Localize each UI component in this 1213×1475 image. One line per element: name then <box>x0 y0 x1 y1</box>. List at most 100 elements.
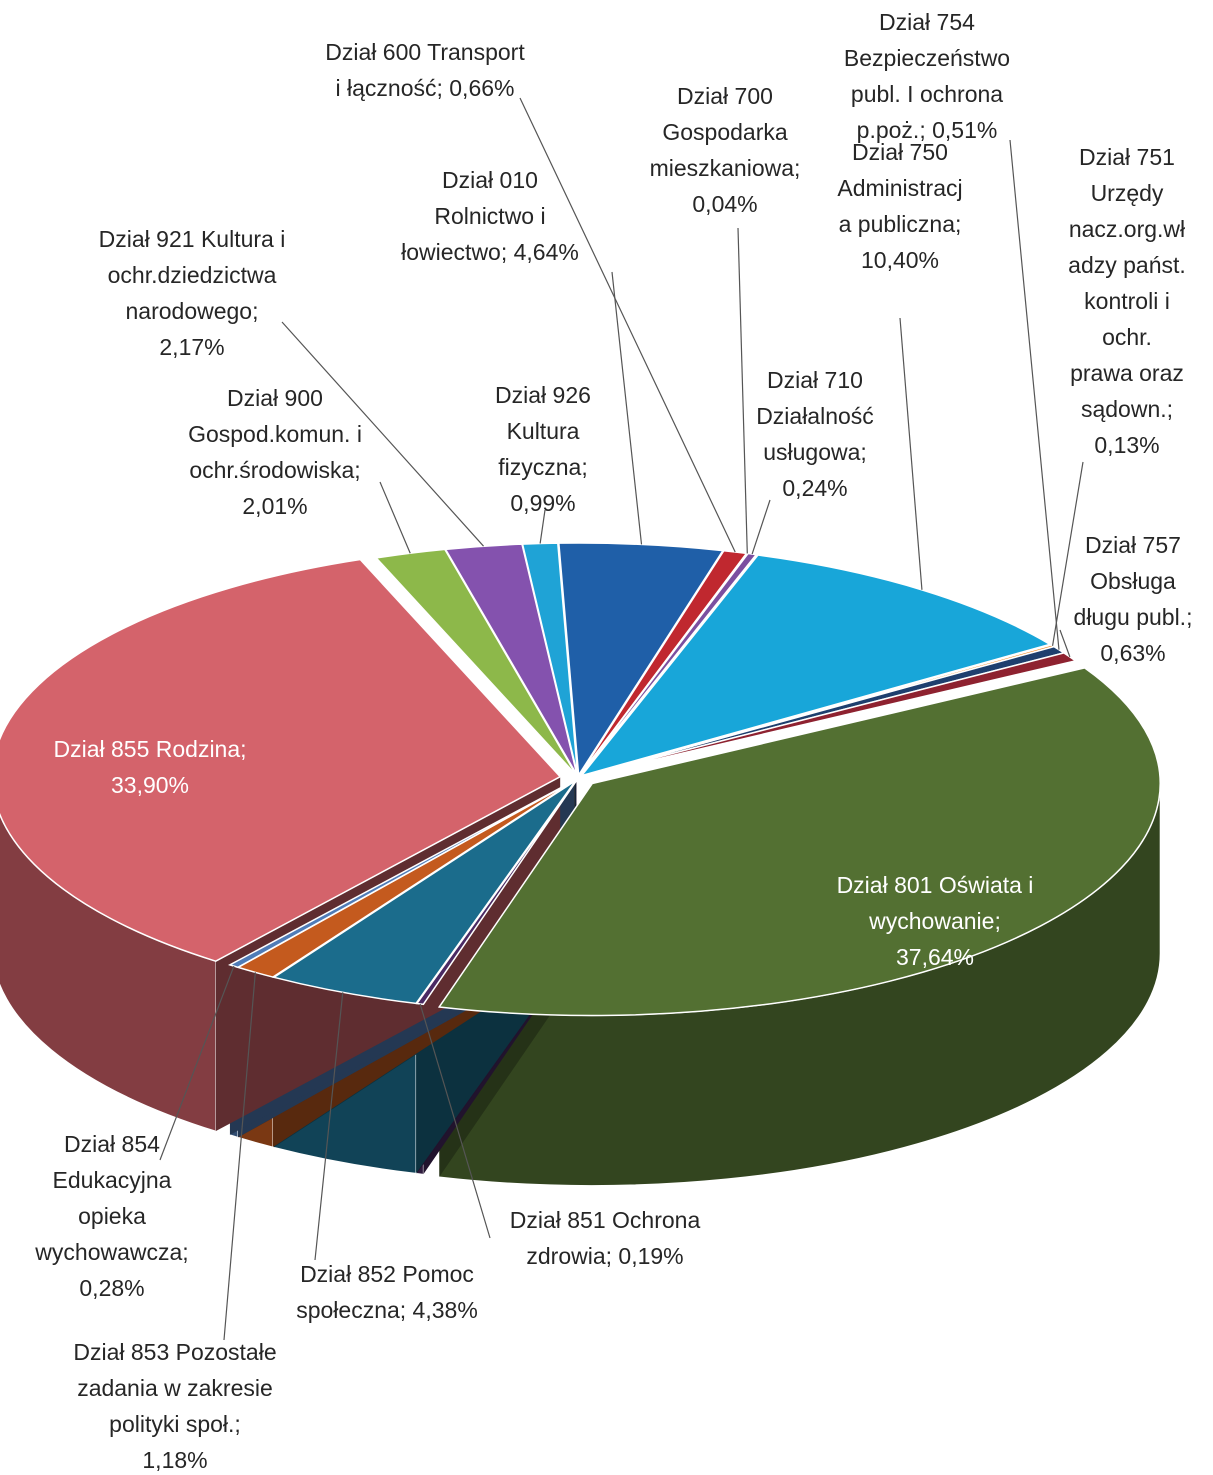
slice-label-line: Dział 921 Kultura i <box>99 226 286 252</box>
slice-label-line: 1,18% <box>142 1447 207 1473</box>
leader-line-7 <box>1009 139 1060 650</box>
slice-label-line: 2,17% <box>159 334 224 360</box>
slice-label-line: prawa oraz <box>1070 360 1184 386</box>
slice-label-line: wychowanie; <box>868 908 1001 934</box>
slice-label-line: Gospod.komun. i <box>188 421 362 447</box>
slice-label-line: Dział 751 <box>1079 144 1175 170</box>
pie-slice-1 <box>558 542 725 778</box>
slice-label-7: Dział 754 Bezpieczeństwo publ. I ochrona p.… <box>844 9 1010 143</box>
slice-label-line: Dział 801 Oświata i <box>837 872 1034 898</box>
slice-label-line: kontroli i <box>1084 288 1170 314</box>
slice-label-16: Dział 921 Kultura i ochr.dziedzictwa narod… <box>99 226 286 360</box>
slice-label-line: Dział 600 Transport <box>325 39 525 65</box>
slice-label-line: 0,24% <box>782 475 847 501</box>
leader-line-15 <box>379 481 411 554</box>
pie-slice-14 <box>0 558 562 962</box>
leader-line-5 <box>899 317 923 590</box>
leader-line-4 <box>751 499 771 555</box>
slice-label-line: ochr.środowiska; <box>189 457 360 483</box>
slice-label-line: Dział 750 <box>852 139 948 165</box>
slice-label-line: Dział 855 Rodzina; <box>53 736 246 762</box>
slice-label-4: Dział 710 Działalność usługowa; 0,24% <box>756 367 874 501</box>
slice-label-line: Dział 852 Pomoc <box>300 1261 474 1287</box>
pie-slice-5 <box>579 554 1052 777</box>
leader-line-13 <box>159 965 235 1161</box>
slice-label-line: publ. I ochrona <box>851 81 1003 107</box>
slice-label-line: adzy państ. <box>1068 252 1186 278</box>
slice-label-line: 33,90% <box>111 772 189 798</box>
slice-label-2: Dział 600 Transport i łączność; 0,66% <box>325 39 525 101</box>
slice-label-line: Dział 710 <box>767 367 863 393</box>
pie-slice-9 <box>437 667 1161 1017</box>
slice-label-11: Dział 852 Pomoc społeczna; 4,38% <box>296 1261 478 1323</box>
slice-label-8: Dział 757 Obsługa długu publ.; 0,63% <box>1074 532 1193 666</box>
leader-line-12 <box>223 972 256 1341</box>
slice-label-line: zadania w zakresie <box>77 1375 273 1401</box>
slice-label-line: p.poż.; 0,51% <box>857 117 998 143</box>
slice-label-line: mieszkaniowa; <box>650 155 801 181</box>
slice-label-line: Dział 700 <box>677 83 773 109</box>
slice-label-line: Dział 754 <box>879 9 975 35</box>
slice-label-17: Dział 926 Kultura fizyczna; 0,99% <box>495 382 591 516</box>
slice-label-line: wychowawcza; <box>34 1239 188 1265</box>
slice-label-line: Dział 854 <box>64 1131 160 1157</box>
slice-label-line: a publiczna; <box>839 211 962 237</box>
slice-label-15: Dział 900 Gospod.komun. i ochr.środowiska;… <box>188 385 362 519</box>
slice-label-line: fizyczna; <box>498 454 587 480</box>
leader-line-10 <box>419 1003 491 1239</box>
slice-label-line: narodowego; <box>126 298 259 324</box>
slice-label-line: polityki społ.; <box>109 1411 241 1437</box>
slice-label-line: opieka <box>78 1203 146 1229</box>
slice-label-line: Rolnictwo i <box>434 203 545 229</box>
slice-label-line: Urzędy <box>1091 180 1164 206</box>
slice-label-line: zdrowia; 0,19% <box>526 1243 683 1269</box>
slice-label-line: 2,01% <box>242 493 307 519</box>
pie-slice-11 <box>272 780 577 1005</box>
slice-label-10: Dział 851 Ochrona zdrowia; 0,19% <box>510 1207 701 1269</box>
slice-label-line: długu publ.; <box>1074 604 1193 630</box>
slice-label-line: społeczna; 4,38% <box>296 1297 478 1323</box>
slice-label-line: Dział 757 <box>1085 532 1181 558</box>
slice-label-line: 10,40% <box>861 247 939 273</box>
slice-label-line: łowiectwo; 4,64% <box>401 239 579 265</box>
slice-label-line: Gospodarka <box>662 119 788 145</box>
slice-label-line: i łączność; 0,66% <box>336 75 515 101</box>
slice-label-3: Dział 700 Gospodarka mieszkaniowa; 0,04% <box>650 83 801 217</box>
slice-label-line: sądown.; <box>1081 396 1173 422</box>
slice-label-12: Dział 853 Pozostałe zadania w zakresie pol… <box>73 1339 276 1473</box>
leader-lines <box>159 97 1084 1341</box>
slice-label-line: 0,13% <box>1094 432 1159 458</box>
slice-label-line: Dział 926 <box>495 382 591 408</box>
leader-line-17 <box>539 509 546 544</box>
slice-label-line: Bezpieczeństwo <box>844 45 1010 71</box>
slice-label-14: Dział 855 Rodzina; 33,90% <box>53 736 246 798</box>
pie-slice-17 <box>521 542 579 776</box>
slice-label-line: Dział 900 <box>227 385 323 411</box>
slice-label-line: Dział 851 Ochrona <box>510 1207 701 1233</box>
slice-label-line: 0,04% <box>692 191 757 217</box>
slice-label-1: Dział 010 Rolnictwo i łowiectwo; 4,64% <box>401 167 579 265</box>
leader-line-1 <box>611 271 643 545</box>
leader-line-11 <box>314 992 344 1261</box>
slice-label-line: 0,28% <box>79 1275 144 1301</box>
slice-label-line: 0,99% <box>510 490 575 516</box>
pie-slices <box>0 542 1161 1017</box>
slice-label-line: 37,64% <box>896 944 974 970</box>
leader-line-6 <box>1051 461 1084 646</box>
slice-label-5: Dział 750 Administracj a publiczna; 10,40% <box>837 139 962 273</box>
slice-label-line: ochr. <box>1102 324 1152 350</box>
leader-line-3 <box>737 227 748 554</box>
slice-label-line: ochr.dziedzictwa <box>108 262 277 288</box>
slice-label-line: usługowa; <box>763 439 867 465</box>
slice-label-line: Kultura <box>507 418 580 444</box>
slice-label-line: 0,63% <box>1100 640 1165 666</box>
leader-line-8 <box>1059 629 1071 658</box>
slice-label-13: Dział 854 Edukacyjna opieka wychowawcza; 0,2… <box>34 1131 188 1301</box>
slice-label-line: Dział 853 Pozostałe <box>73 1339 276 1365</box>
leader-line-16 <box>281 321 484 547</box>
slice-label-line: Obsługa <box>1090 568 1176 594</box>
slice-label-line: Edukacyjna <box>53 1167 172 1193</box>
slice-label-line: Działalność <box>756 403 874 429</box>
slice-label-9: Dział 801 Oświata i wychowanie; 37,64% <box>837 872 1034 970</box>
